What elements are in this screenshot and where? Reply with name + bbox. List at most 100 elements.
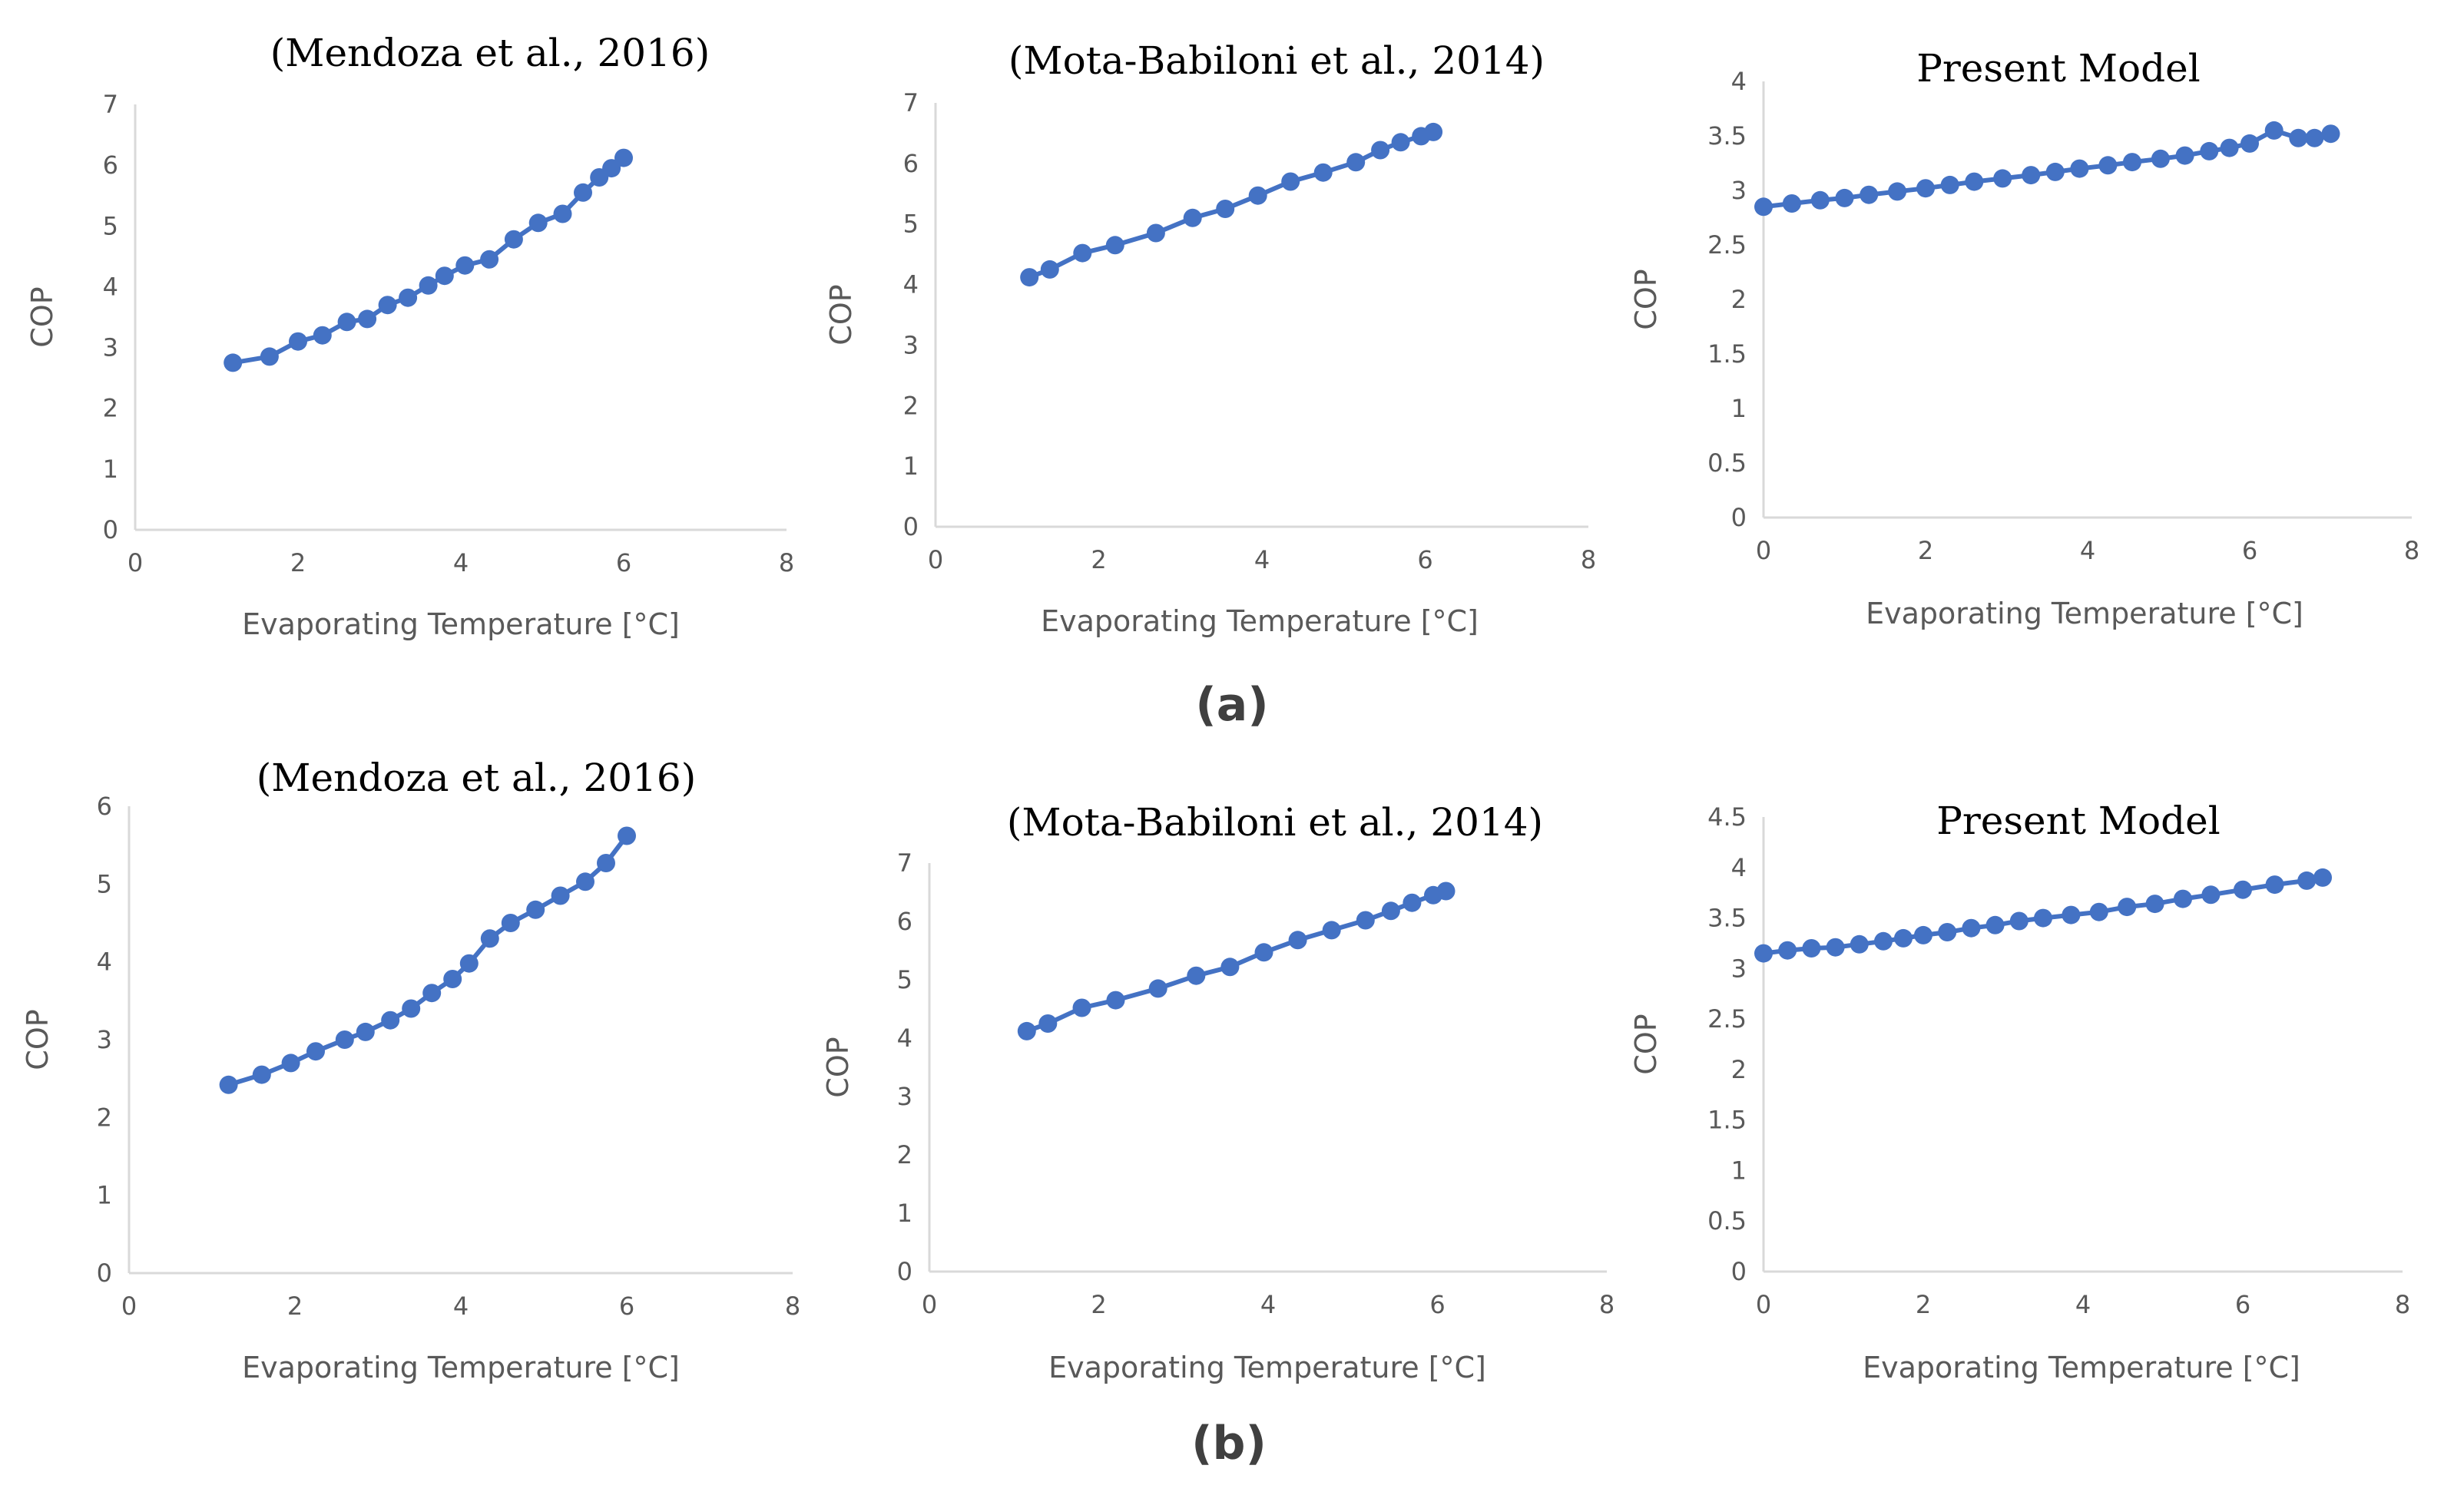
data-point bbox=[358, 309, 377, 329]
chart-b3: Present Model 0 0.5 1 1.5 2 2.5 3 3.5 4 4.5 0 2 4 6 8 Ev… bbox=[1629, 799, 2410, 1384]
x-tick-label: 8 bbox=[785, 1292, 800, 1321]
data-point bbox=[1914, 925, 1932, 944]
y-tick-label: 0 bbox=[897, 1257, 912, 1286]
y-axis-label: COP bbox=[1629, 269, 1663, 329]
data-point bbox=[1436, 882, 1456, 901]
data-point bbox=[2123, 153, 2141, 172]
data-point bbox=[597, 854, 615, 872]
x-tick-label: 4 bbox=[453, 1292, 469, 1321]
x-tick-label: 6 bbox=[1417, 545, 1432, 574]
data-point bbox=[2289, 128, 2308, 147]
x-tick-label: 0 bbox=[121, 1292, 137, 1321]
data-point bbox=[2089, 902, 2108, 921]
y-tick-label: 5 bbox=[103, 211, 118, 240]
data-point bbox=[1850, 934, 1869, 954]
data-point bbox=[1371, 141, 1390, 160]
y-tick-label: 3.5 bbox=[1707, 904, 1747, 933]
data-point bbox=[1916, 179, 1935, 198]
data-point bbox=[1965, 172, 1984, 191]
x-tick-label: 8 bbox=[2404, 536, 2419, 565]
data-point bbox=[1248, 186, 1267, 205]
y-axis-label: COP bbox=[1629, 1014, 1663, 1074]
data-point bbox=[1148, 979, 1167, 998]
data-point bbox=[1802, 939, 1821, 958]
data-point bbox=[2098, 156, 2118, 175]
y-tick-label: 0 bbox=[97, 1259, 112, 1288]
data-point bbox=[2070, 159, 2089, 178]
chart-b1: (Mendoza et al., 2016) 0 1 2 3 4 5 6 0 2 4 6 8 Evapor… bbox=[21, 756, 800, 1384]
data-point bbox=[1146, 223, 1165, 243]
data-point bbox=[1754, 944, 1773, 963]
data-point bbox=[2305, 128, 2324, 147]
x-tick-label: 0 bbox=[128, 548, 143, 577]
data-point bbox=[2045, 162, 2065, 181]
data-point bbox=[1322, 921, 1341, 940]
y-tick-label: 6 bbox=[103, 150, 118, 180]
data-point bbox=[1288, 931, 1307, 950]
x-tick-label: 2 bbox=[1916, 1290, 1931, 1319]
data-point bbox=[2234, 880, 2252, 899]
x-tick-label: 8 bbox=[2395, 1290, 2410, 1319]
row-label-a: (a) bbox=[1195, 678, 1268, 732]
x-tick-label: 4 bbox=[453, 548, 469, 577]
data-point bbox=[1835, 188, 1854, 207]
x-tick-label: 6 bbox=[616, 548, 631, 577]
data-point bbox=[422, 984, 442, 1003]
data-point bbox=[313, 326, 332, 345]
x-tick-label: 8 bbox=[779, 548, 794, 577]
x-axis-label: Evaporating Temperature [°C] bbox=[1041, 604, 1479, 638]
data-point bbox=[1356, 911, 1375, 930]
data-point bbox=[618, 826, 636, 845]
data-point bbox=[1020, 268, 1039, 287]
data-point bbox=[480, 250, 499, 269]
x-axis-label: Evaporating Temperature [°C] bbox=[1863, 1351, 2300, 1384]
data-point bbox=[504, 230, 523, 249]
x-tick-label: 4 bbox=[2075, 1290, 2091, 1319]
y-tick-label: 3 bbox=[903, 330, 919, 359]
data-point bbox=[1810, 190, 1830, 210]
data-point bbox=[1105, 236, 1124, 255]
data-point bbox=[602, 159, 621, 178]
data-point bbox=[455, 256, 475, 275]
x-tick-label: 6 bbox=[2235, 1290, 2250, 1319]
x-tick-label: 2 bbox=[287, 1292, 303, 1321]
data-point bbox=[1403, 893, 1422, 912]
data-point bbox=[435, 266, 454, 286]
y-tick-label: 3 bbox=[1731, 954, 1747, 983]
x-axis-label: Evaporating Temperature [°C] bbox=[1048, 1351, 1486, 1384]
data-point bbox=[2201, 885, 2221, 905]
y-axis-label: COP bbox=[25, 286, 59, 347]
x-tick-label: 6 bbox=[619, 1292, 634, 1321]
data-point bbox=[551, 886, 570, 905]
chart-title: Present Model bbox=[1916, 46, 2200, 91]
data-point bbox=[1894, 928, 1913, 948]
y-tick-label: 0 bbox=[1731, 1257, 1747, 1286]
data-point bbox=[1220, 958, 1240, 977]
data-point bbox=[2313, 868, 2332, 887]
y-tick-label: 7 bbox=[897, 848, 912, 878]
series-line bbox=[227, 834, 629, 1087]
y-tick-label: 4 bbox=[1731, 67, 1747, 96]
data-point bbox=[399, 288, 418, 307]
y-tick-label: 6 bbox=[903, 149, 919, 178]
data-point bbox=[1826, 938, 1845, 957]
y-tick-label: 5 bbox=[897, 965, 912, 994]
data-point bbox=[1072, 998, 1091, 1017]
chart-title: (Mota-Babiloni et al., 2014) bbox=[1007, 800, 1543, 845]
data-point bbox=[2151, 149, 2170, 168]
data-point bbox=[281, 1054, 300, 1073]
data-point bbox=[1106, 991, 1125, 1010]
data-point bbox=[443, 970, 462, 988]
data-point bbox=[2264, 121, 2284, 140]
data-point bbox=[528, 213, 548, 233]
data-point bbox=[219, 1075, 238, 1094]
x-tick-label: 0 bbox=[1756, 536, 1771, 565]
chart-title: (Mendoza et al., 2016) bbox=[257, 756, 696, 800]
y-tick-label: 7 bbox=[903, 88, 919, 117]
data-point bbox=[1313, 163, 1333, 182]
x-tick-label: 8 bbox=[1581, 545, 1596, 574]
x-tick-label: 0 bbox=[928, 545, 943, 574]
data-point bbox=[2145, 895, 2164, 914]
data-point bbox=[381, 1011, 400, 1030]
